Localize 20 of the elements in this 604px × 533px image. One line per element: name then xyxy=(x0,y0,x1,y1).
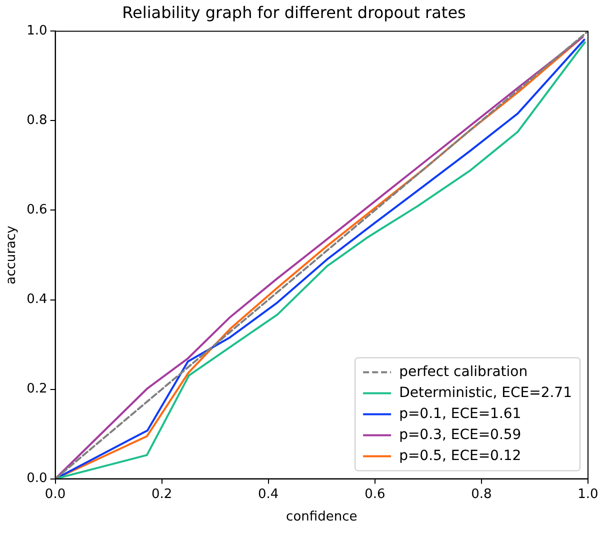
y-tick-label: 0.6 xyxy=(26,202,48,218)
legend-label: perfect calibration xyxy=(399,364,528,380)
y-axis-title: accuracy xyxy=(4,225,20,284)
x-tick-label: 0.2 xyxy=(151,486,172,502)
x-tick-label: 0.0 xyxy=(44,486,66,502)
y-tick-label: 0.2 xyxy=(26,382,48,397)
y-tick-label: 0.8 xyxy=(26,113,48,128)
x-tick-label: 1.0 xyxy=(578,486,598,502)
x-tick-label: 0.4 xyxy=(258,486,279,502)
legend-label: p=0.1, ECE=1.61 xyxy=(399,406,522,422)
y-tick-label: 0.4 xyxy=(26,292,48,308)
y-tick-label: 1.0 xyxy=(26,24,48,39)
legend-label: Deterministic, ECE=2.71 xyxy=(399,384,572,401)
chart-title: Reliability graph for different dropout rates xyxy=(122,2,466,22)
x-tick-label: 0.6 xyxy=(364,486,386,502)
y-tick-label: 0.0 xyxy=(26,471,48,486)
x-tick-label: 0.8 xyxy=(471,486,492,502)
x-axis-title: confidence xyxy=(286,510,358,525)
legend-label: p=0.3, ECE=0.59 xyxy=(399,426,522,443)
legend-label: p=0.5, ECE=0.12 xyxy=(399,448,522,464)
